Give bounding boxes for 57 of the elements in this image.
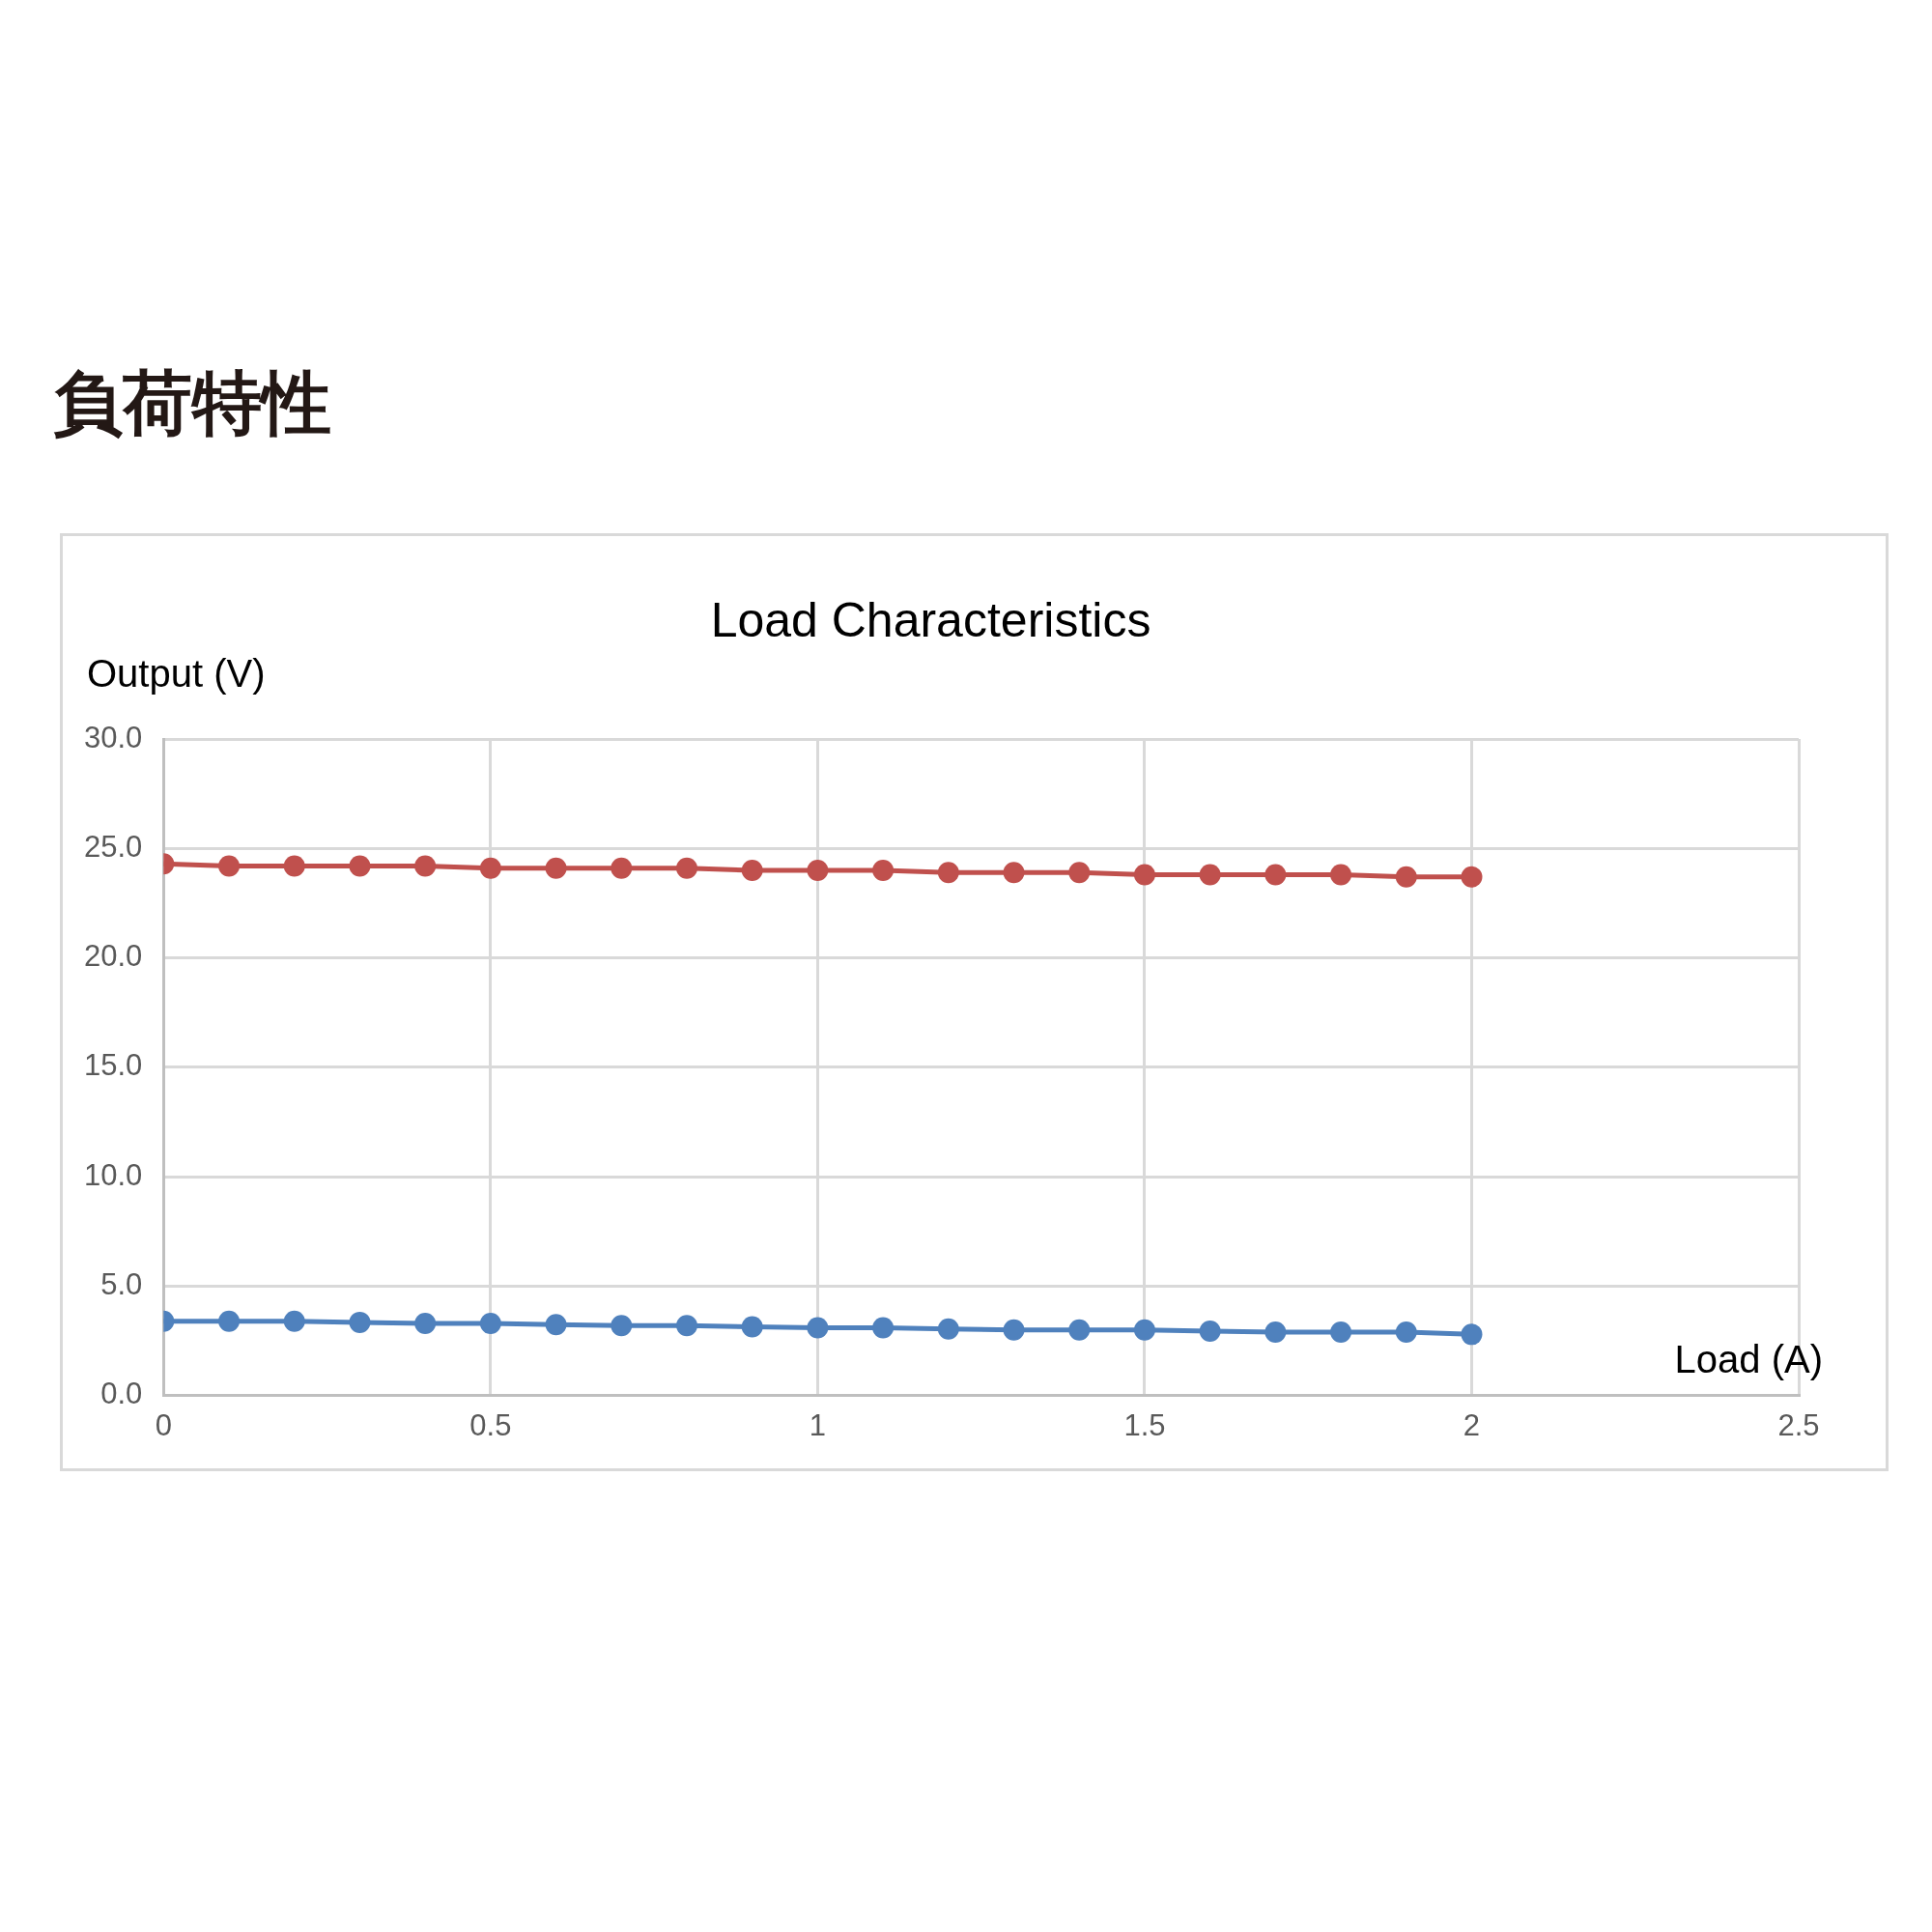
point — [611, 857, 633, 879]
point — [937, 862, 959, 884]
y-tick-label: 20.0 — [83, 939, 143, 974]
point — [872, 859, 895, 881]
point — [741, 1316, 763, 1338]
point — [611, 1315, 633, 1337]
point — [479, 1313, 501, 1335]
point — [1199, 864, 1221, 886]
point — [1330, 864, 1352, 886]
point — [283, 855, 305, 877]
point — [1199, 1320, 1221, 1342]
y-tick-label: 10.0 — [83, 1157, 143, 1192]
point — [807, 859, 829, 881]
y-tick-label: 5.0 — [100, 1267, 143, 1302]
point — [1395, 866, 1417, 888]
x-tick-label: 1.5 — [1123, 1407, 1166, 1442]
point — [349, 1311, 371, 1333]
point — [807, 1317, 829, 1339]
x-axis-title: Load (A) — [1674, 1337, 1823, 1380]
y-tick-label: 0.0 — [100, 1377, 143, 1411]
point — [1264, 1321, 1287, 1344]
point — [349, 855, 371, 877]
point — [675, 1315, 697, 1337]
point — [545, 1314, 567, 1336]
point — [414, 855, 437, 877]
point — [283, 1310, 305, 1332]
y-tick-label: 15.0 — [83, 1048, 143, 1083]
point — [1068, 862, 1091, 884]
point — [1461, 1323, 1483, 1346]
chart-title: 負荷特性 — [53, 361, 331, 445]
x-tick-label: 0 — [155, 1407, 172, 1442]
x-tick-label: 0.5 — [469, 1407, 512, 1442]
x-tick-label: 2 — [1463, 1407, 1481, 1442]
point — [1003, 862, 1025, 884]
point — [872, 1317, 895, 1339]
point — [1461, 866, 1483, 888]
point — [1133, 1319, 1155, 1341]
point — [741, 859, 763, 881]
point — [937, 1318, 959, 1340]
y-tick-label: 25.0 — [83, 829, 143, 864]
point — [1264, 864, 1287, 886]
y-tick-label: 30.0 — [83, 720, 143, 754]
x-tick-label: 2.5 — [1777, 1407, 1820, 1442]
point — [1133, 864, 1155, 886]
point — [1068, 1319, 1091, 1341]
point — [479, 857, 501, 879]
chart-subtitle: Load Characteristics — [710, 592, 1151, 647]
point — [545, 857, 567, 879]
point — [1395, 1321, 1417, 1344]
point — [218, 855, 241, 877]
point — [1003, 1319, 1025, 1341]
y-axis-title: Output (V) — [87, 652, 266, 696]
point — [414, 1313, 437, 1335]
point — [218, 1310, 241, 1332]
x-tick-label: 1 — [809, 1407, 827, 1442]
point — [675, 857, 697, 879]
point — [1330, 1321, 1352, 1344]
